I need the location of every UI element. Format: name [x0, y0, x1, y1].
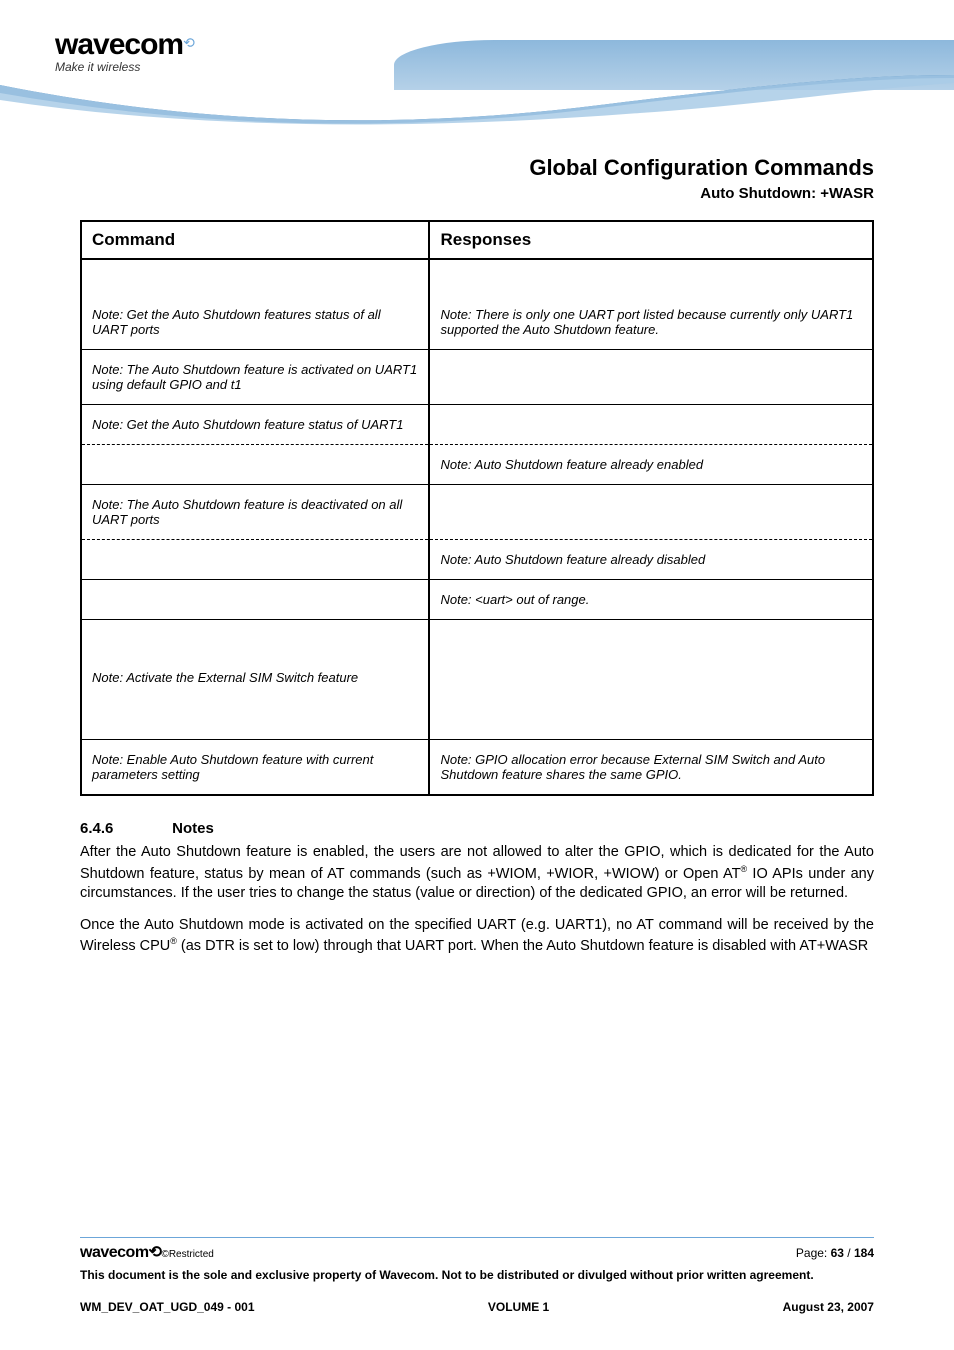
registered-icon: ®: [170, 936, 177, 946]
cmd-cell: Note: The Auto Shutdown feature is deact…: [81, 485, 429, 540]
col-header-responses: Responses: [429, 221, 873, 259]
table-row: Note: Activate the External SIM Switch f…: [81, 620, 873, 740]
cmd-cell: Note: Activate the External SIM Switch f…: [81, 620, 429, 740]
cmd-cell: [81, 580, 429, 620]
footer-line-1: wavecom⟲©Restricted Page: 63 / 184: [80, 1242, 874, 1262]
resp-cell: Note: Auto Shutdown feature already enab…: [429, 445, 873, 485]
resp-cell: [429, 485, 873, 540]
table-row: Note: The Auto Shutdown feature is activ…: [81, 350, 873, 405]
command-response-table: Command Responses Note: Get the Auto Shu…: [80, 220, 874, 796]
page-content: Global Configuration Commands Auto Shutd…: [0, 155, 954, 956]
cmd-cell: Note: Enable Auto Shutdown feature with …: [81, 740, 429, 796]
page-label: Page:: [796, 1246, 831, 1260]
page-sep: /: [844, 1246, 854, 1260]
notes-number: 6.4.6: [80, 820, 168, 837]
page-current: 63: [831, 1246, 844, 1260]
resp-cell: [429, 405, 873, 445]
section-title: Global Configuration Commands: [80, 155, 874, 181]
footer-volume: VOLUME 1: [488, 1300, 549, 1314]
footer-page: Page: 63 / 184: [796, 1246, 874, 1260]
footer-restricted: ©Restricted: [161, 1249, 213, 1260]
notes-para-1: After the Auto Shutdown feature is enabl…: [80, 843, 874, 904]
table-row: Note: Auto Shutdown feature already enab…: [81, 445, 873, 485]
cmd-cell: Note: The Auto Shutdown feature is activ…: [81, 350, 429, 405]
notes-para-2: Once the Auto Shutdown mode is activated…: [80, 916, 874, 957]
table-row: Note: Get the Auto Shutdown features sta…: [81, 295, 873, 350]
footer-logo-block: wavecom⟲©Restricted: [80, 1242, 214, 1262]
footer-bottom: WM_DEV_OAT_UGD_049 - 001 VOLUME 1 August…: [80, 1300, 874, 1314]
cmd-cell: Note: Get the Auto Shutdown feature stat…: [81, 405, 429, 445]
cmd-cell: [81, 445, 429, 485]
table-row: Note: Get the Auto Shutdown feature stat…: [81, 405, 873, 445]
footer-reg-icon: ⟲: [149, 1244, 162, 1261]
table-row: Note: <uart> out of range.: [81, 580, 873, 620]
col-header-command: Command: [81, 221, 429, 259]
banner-swoosh-icon: [0, 75, 954, 130]
resp-cell: [429, 620, 873, 740]
footer-brand: wavecom: [80, 1244, 149, 1261]
footer-proprietary: This document is the sole and exclusive …: [80, 1268, 874, 1282]
resp-cell: Note: Auto Shutdown feature already disa…: [429, 540, 873, 580]
resp-cell: Note: GPIO allocation error because Exte…: [429, 740, 873, 796]
cmd-cell: [81, 540, 429, 580]
table-row: Note: Auto Shutdown feature already disa…: [81, 540, 873, 580]
table-row: Note: Enable Auto Shutdown feature with …: [81, 740, 873, 796]
footer-rule: [80, 1237, 874, 1238]
cmd-cell: [81, 259, 429, 295]
section-subtitle: Auto Shutdown: +WASR: [80, 185, 874, 202]
resp-cell: Note: <uart> out of range.: [429, 580, 873, 620]
notes-heading: 6.4.6 Notes: [80, 820, 874, 837]
brand-tagline: Make it wireless: [55, 60, 195, 74]
notes-label: Notes: [172, 820, 214, 837]
page-total: 184: [854, 1246, 874, 1260]
page-footer: wavecom⟲©Restricted Page: 63 / 184 This …: [80, 1237, 874, 1314]
brand-text: wavecom: [55, 28, 183, 61]
resp-cell: Note: There is only one UART port listed…: [429, 295, 873, 350]
table-row: [81, 259, 873, 295]
footer-date: August 23, 2007: [783, 1300, 874, 1314]
logo-block: wavecom⟲ Make it wireless: [55, 28, 195, 74]
resp-cell: [429, 259, 873, 295]
brand-logo: wavecom⟲: [55, 28, 195, 62]
table-row: Note: The Auto Shutdown feature is deact…: [81, 485, 873, 540]
brand-reg-icon: ⟲: [183, 35, 195, 51]
table-header-row: Command Responses: [81, 221, 873, 259]
para2-b: (as DTR is set to low) through that UART…: [177, 938, 868, 954]
footer-docid: WM_DEV_OAT_UGD_049 - 001: [80, 1300, 255, 1314]
resp-cell: [429, 350, 873, 405]
header-banner: wavecom⟲ Make it wireless: [0, 0, 954, 140]
cmd-cell: Note: Get the Auto Shutdown features sta…: [81, 295, 429, 350]
